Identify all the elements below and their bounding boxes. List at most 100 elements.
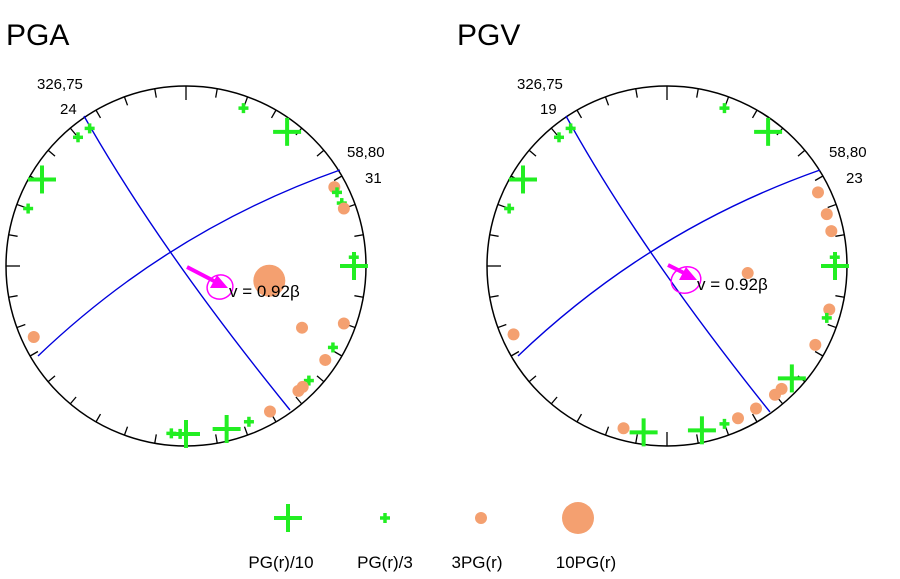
azimuth-tick — [827, 323, 837, 329]
azimuth-tick — [576, 109, 583, 119]
legend-item: PG(r)/3 — [357, 513, 413, 572]
stereonet-circle — [5, 85, 367, 447]
azimuth-tick — [16, 323, 26, 329]
azimuth-tick — [47, 149, 56, 157]
azimuth-tick — [497, 323, 507, 329]
legend-item: PG(r)/10 — [248, 504, 314, 572]
legend-symbol — [562, 502, 594, 534]
legend: PG(r)/10 PG(r)/3 3PG(r) 10PG(r) — [248, 502, 616, 572]
azimuth-tick — [333, 175, 343, 182]
pg-over-10-symbol — [212, 415, 241, 444]
legend-label: PG(r)/3 — [357, 553, 413, 572]
azimuth-tick — [154, 434, 157, 444]
azimuth-tick — [354, 295, 364, 298]
three-pg-symbol — [768, 388, 781, 401]
pg-over-10-symbol — [754, 117, 783, 146]
pg-over-3-symbol — [504, 203, 515, 214]
pg-over-3-symbol — [554, 132, 565, 143]
fault-plane-a — [83, 115, 291, 411]
pg-over-3-symbol — [166, 428, 177, 439]
plane-a-count: 24 — [60, 101, 77, 118]
pg-over-10-symbol — [777, 364, 806, 393]
pg-over-3-symbol — [719, 103, 730, 114]
pg-over-3-symbol — [327, 342, 338, 353]
pg-over-10-symbol — [274, 504, 302, 532]
three-pg-symbol — [296, 321, 309, 334]
azimuth-tick — [550, 127, 558, 136]
azimuth-tick — [635, 434, 638, 444]
azimuth-tick — [696, 88, 699, 98]
fault-plane-b — [517, 169, 821, 357]
azimuth-ticks — [6, 86, 366, 446]
pg-over-3-symbol — [565, 123, 576, 134]
pg-over-10-symbol — [687, 416, 716, 445]
three-pg-symbol — [507, 328, 520, 341]
azimuth-tick — [751, 413, 758, 423]
azimuth-tick — [354, 234, 364, 237]
azimuth-tick — [489, 295, 499, 298]
three-pg-symbol — [741, 267, 754, 280]
pg-over-3-symbol — [821, 312, 832, 323]
azimuth-tick — [510, 350, 520, 357]
pg-over-10-symbol — [508, 165, 537, 194]
three-pg-symbol — [820, 208, 833, 221]
station-symbols — [23, 103, 368, 448]
azimuth-tick — [604, 426, 610, 436]
three-pg-symbol — [823, 303, 836, 316]
azimuth-tick — [8, 295, 18, 298]
plane-b-label: 58,80 — [347, 144, 385, 161]
azimuth-tick — [316, 375, 325, 383]
three-pg-symbol — [27, 330, 40, 343]
three-pg-symbol — [809, 338, 822, 351]
rupture-direction-arrow — [667, 263, 702, 294]
azimuth-tick — [797, 149, 806, 157]
three-pg-symbol — [617, 422, 630, 435]
azimuth-tick — [814, 350, 824, 357]
three-pg-symbol — [475, 512, 487, 524]
pg-over-3-symbol — [73, 132, 84, 143]
azimuth-tick — [69, 127, 77, 136]
pg-over-10-symbol — [27, 165, 56, 194]
azimuth-tick — [295, 396, 303, 405]
azimuth-tick — [835, 234, 845, 237]
three-pg-symbol — [750, 402, 763, 415]
azimuth-tick — [576, 413, 583, 423]
plane-a-count: 19 — [540, 101, 557, 118]
azimuth-tick — [528, 149, 537, 157]
azimuth-tick — [95, 413, 102, 423]
azimuth-tick — [69, 396, 77, 405]
azimuth-tick — [489, 234, 499, 237]
ten-pg-symbol — [562, 502, 594, 534]
pg-over-10-symbol — [629, 418, 658, 447]
pg-over-3-symbol — [719, 418, 730, 429]
azimuth-tick — [835, 295, 845, 298]
pg-over-10-symbol — [273, 117, 302, 146]
azimuth-tick — [814, 175, 824, 182]
pgv-panel: PGV 326,75 19 58,80 23 v = 0.92β — [457, 19, 867, 447]
pg-over-3-symbol — [84, 123, 95, 134]
azimuth-tick — [528, 375, 537, 383]
pg-over-3-symbol — [243, 416, 254, 427]
azimuth-tick — [8, 234, 18, 237]
three-pg-symbol — [292, 384, 305, 397]
three-pg-symbol — [319, 353, 332, 366]
azimuth-tick — [333, 350, 343, 357]
station-symbols — [504, 103, 849, 447]
azimuth-tick — [827, 203, 837, 209]
azimuth-tick — [29, 350, 39, 357]
azimuth-tick — [95, 109, 102, 119]
fault-plane-a — [565, 115, 771, 413]
panel-title: PGV — [457, 19, 520, 52]
plane-b-count: 31 — [365, 170, 382, 187]
plane-b-label: 58,80 — [829, 144, 867, 161]
legend-symbol — [274, 504, 302, 532]
azimuth-tick — [550, 396, 558, 405]
legend-symbol — [380, 513, 390, 523]
azimuth-tick — [604, 96, 610, 106]
three-pg-symbol — [811, 186, 824, 199]
azimuth-tick — [215, 434, 218, 444]
azimuth-tick — [316, 149, 325, 157]
pg-over-10-symbol — [821, 252, 849, 280]
pga-panel: PGA 326,75 24 58,80 31 v = 0.92β — [5, 19, 385, 448]
